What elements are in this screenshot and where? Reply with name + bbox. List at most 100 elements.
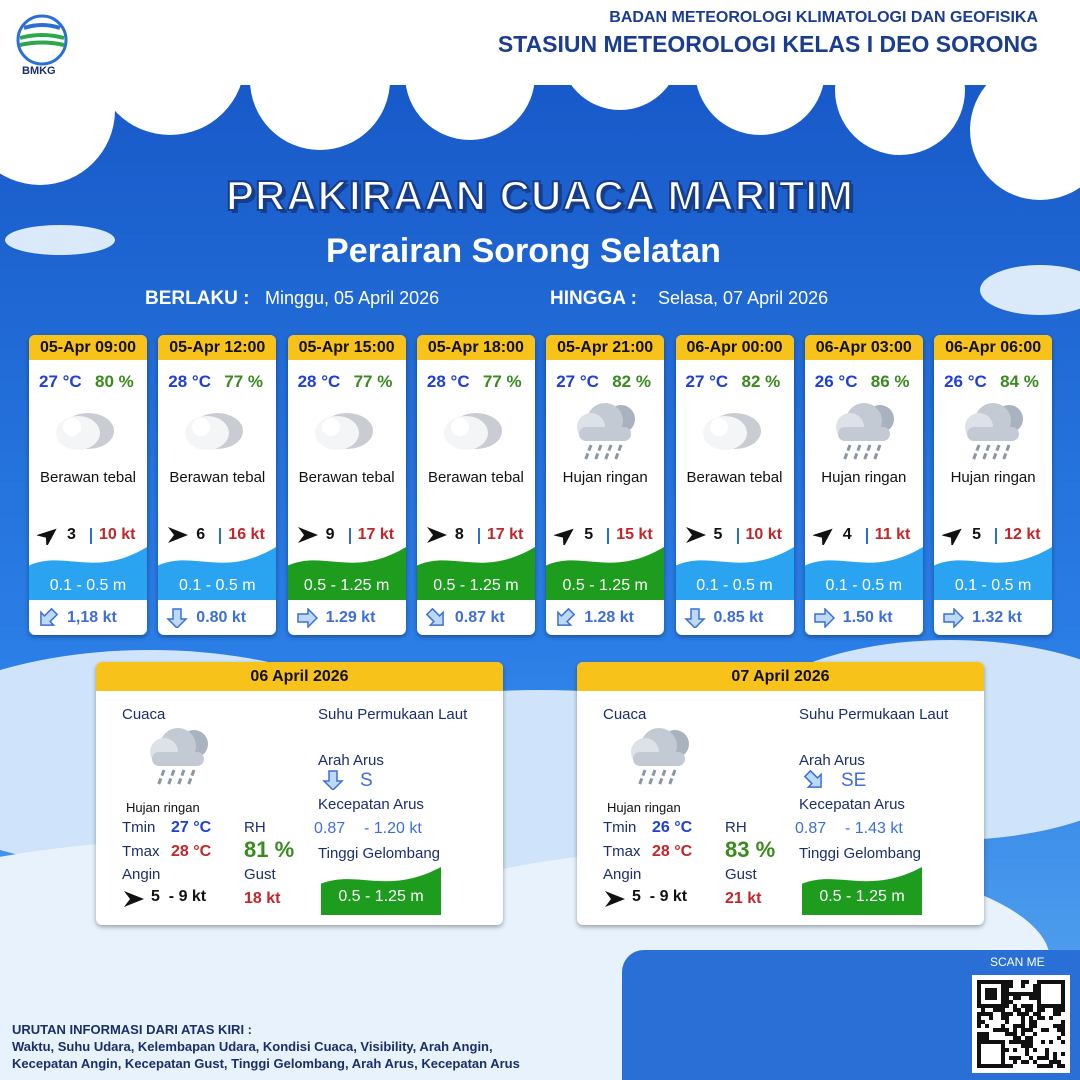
wave-height: 0.5 - 1.25 m xyxy=(338,888,424,905)
weather-icon xyxy=(965,403,1024,462)
tmin: 27 °C xyxy=(171,819,212,836)
humidity: 77 % xyxy=(482,372,522,391)
humidity: 80 % xyxy=(95,372,134,391)
current-direction xyxy=(40,608,59,626)
current-dir-label: Arah Arus xyxy=(799,752,865,769)
wave-label: Tinggi Gelombang xyxy=(799,845,922,862)
from-label: BERLAKU : xyxy=(145,288,250,309)
gust: 15 kt xyxy=(616,526,653,543)
current-speed: 1,18 kt xyxy=(67,609,117,626)
weather-label: Cuaca xyxy=(603,706,647,723)
separator xyxy=(348,528,351,544)
current-direction xyxy=(557,608,576,626)
current-direction xyxy=(322,770,344,790)
gust: 11 kt xyxy=(874,526,911,543)
wind-speed: 5 xyxy=(972,526,981,543)
current-direction xyxy=(166,608,189,628)
sst-label: Suhu Permukaan Laut xyxy=(318,706,468,723)
wave-band xyxy=(802,867,922,915)
separator xyxy=(995,528,998,544)
org: BADAN METEOROLOGI KLIMATOLOGI DAN GEOFIS… xyxy=(609,9,1038,26)
wind: 5 - 9 kt xyxy=(151,888,207,905)
separator xyxy=(607,528,610,544)
wave-band xyxy=(675,547,794,600)
tmin-label: Tmin xyxy=(122,819,156,836)
wind-direction xyxy=(426,527,447,543)
gust: 17 kt xyxy=(357,526,395,543)
station: STASIUN METEOROLOGI KELAS I DEO SORONG xyxy=(497,31,1038,57)
wave-band xyxy=(287,547,406,600)
wind: 5 - 9 kt xyxy=(632,888,688,905)
tmax: 28 °C xyxy=(171,843,212,860)
gust: 12 kt xyxy=(1004,526,1041,543)
air-temp: 27 °C xyxy=(39,372,82,391)
wave-height: 0.5 - 1.25 m xyxy=(562,577,648,594)
wind-speed: 4 xyxy=(842,526,852,543)
rh-label: RH xyxy=(244,819,266,836)
gust: 18 kt xyxy=(244,890,281,907)
current-speed-label: Kecepatan Arus xyxy=(799,796,905,813)
wind-speed: 6 xyxy=(196,526,206,543)
panel-date: 07 April 2026 xyxy=(577,662,984,691)
wind-direction xyxy=(812,528,833,545)
current-speed: 0.87 kt xyxy=(454,609,505,626)
wind-direction xyxy=(37,528,57,545)
wave-height: 0.1 - 0.5 m xyxy=(49,577,127,594)
card-time: 05-Apr 12:00 xyxy=(158,335,277,360)
wave-band xyxy=(321,867,441,915)
current-dir: S xyxy=(360,770,373,791)
to-label: HINGGA : xyxy=(550,288,637,309)
weather-icon xyxy=(443,413,502,450)
card-time: 05-Apr 09:00 xyxy=(29,335,147,360)
separator xyxy=(736,528,739,544)
weather-icon xyxy=(577,403,636,462)
weather-icon xyxy=(702,413,761,450)
air-temp: 28 °C xyxy=(297,372,341,391)
sst-label: Suhu Permukaan Laut xyxy=(799,706,949,723)
weather: Berawan tebal xyxy=(427,469,524,486)
separator xyxy=(865,528,868,544)
air-temp: 26 °C xyxy=(944,372,987,391)
daily-panel: 07 April 2026 Cuaca Hujan ringan Tmin 26 °C T… xyxy=(577,662,984,925)
humidity: 84 % xyxy=(1000,372,1039,391)
weather: Hujan ringan xyxy=(950,469,1036,486)
tmax-label: Tmax xyxy=(122,843,160,860)
forecast-card: 05-Apr 09:00 27 °C 80 % Berawan tebal 3 10 kt… xyxy=(29,335,147,635)
weather-icon xyxy=(314,413,373,450)
gust-label: Gust xyxy=(725,866,757,883)
forecast-card: 05-Apr 21:00 27 °C 82 % Hujan ringan 5 15 kt 0… xyxy=(546,335,665,635)
forecast-card: 05-Apr 12:00 28 °C 77 % Berawan tebal 6 16 kt… xyxy=(158,335,277,635)
wave-height: 0.1 - 0.5 m xyxy=(696,577,773,594)
humidity: 86 % xyxy=(870,372,910,391)
air-temp: 27 °C xyxy=(685,372,729,391)
wind-direction xyxy=(554,528,574,545)
weather: Berawan tebal xyxy=(40,469,136,486)
forecast-card: 06-Apr 03:00 26 °C 86 % Hujan ringan 4 11 kt 0… xyxy=(804,335,923,635)
wave-band xyxy=(158,547,277,600)
current-speed: 1.29 kt xyxy=(325,609,376,626)
current-direction xyxy=(425,608,444,626)
wind-direction xyxy=(168,527,189,543)
gust: 17 kt xyxy=(486,526,524,543)
current-speed-max: - 1.43 kt xyxy=(845,820,903,837)
rh: 83 % xyxy=(725,837,776,862)
weather: Hujan ringan xyxy=(607,800,681,815)
weather-icon xyxy=(835,403,894,462)
info-line: Waktu, Suhu Udara, Kelembapan Udara, Kon… xyxy=(12,1039,493,1054)
weather: Hujan ringan xyxy=(562,469,648,486)
card-time: 06-Apr 00:00 xyxy=(675,335,794,360)
gust: 10 kt xyxy=(99,526,136,543)
weather: Hujan ringan xyxy=(126,800,200,815)
tmin-label: Tmin xyxy=(603,819,637,836)
wave-band xyxy=(934,547,1053,600)
weather: Berawan tebal xyxy=(686,469,783,486)
card-time: 05-Apr 15:00 xyxy=(287,335,406,360)
wave-band xyxy=(416,547,535,600)
wave-label: Tinggi Gelombang xyxy=(318,845,441,862)
from: Minggu, 05 April 2026 xyxy=(265,288,440,308)
wave-band xyxy=(546,547,665,600)
separator xyxy=(477,528,480,544)
humidity: 82 % xyxy=(612,372,651,391)
wind-speed: 3 xyxy=(67,526,76,543)
